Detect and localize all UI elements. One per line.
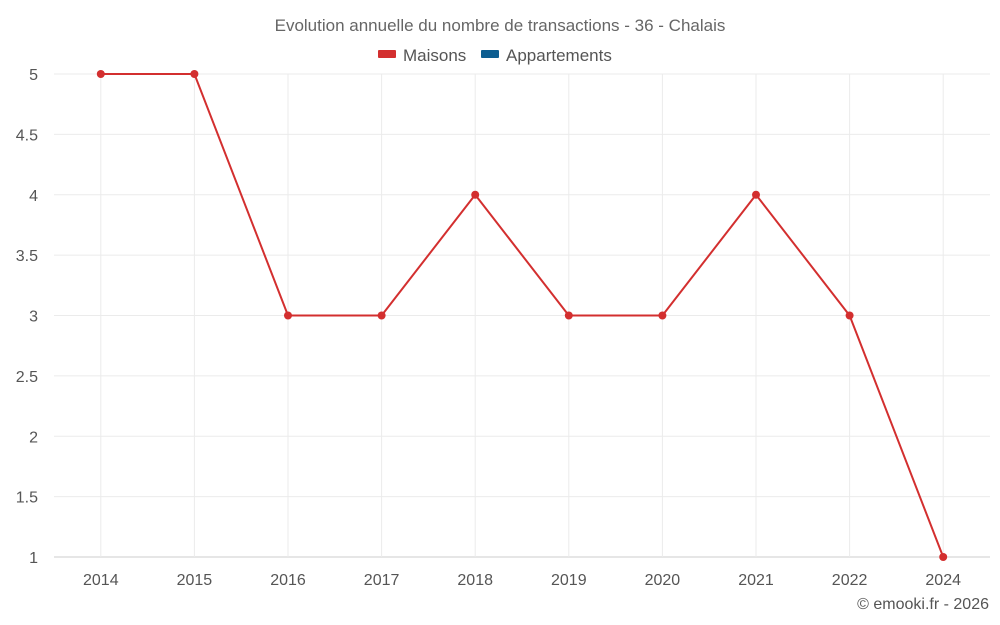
y-tick-label: 4.5 <box>16 127 38 144</box>
x-tick-label: 2024 <box>925 572 961 589</box>
x-tick-label: 2022 <box>832 572 868 589</box>
x-tick-label: 2015 <box>177 572 213 589</box>
data-point[interactable] <box>377 311 386 320</box>
data-point[interactable] <box>284 311 292 320</box>
y-tick-label: 1 <box>29 550 38 567</box>
legend-swatch-appartements <box>481 50 499 58</box>
y-axis: 1 1.5 2 2.5 3 3.5 4 4.5 5 <box>16 67 38 567</box>
legend-item-maisons[interactable]: Maisons <box>378 46 466 65</box>
x-tick-label: 2014 <box>83 572 119 589</box>
y-tick-label: 2 <box>29 429 38 446</box>
legend-label-appartements: Appartements <box>506 46 612 65</box>
data-point[interactable] <box>471 190 480 199</box>
data-point[interactable] <box>190 70 199 78</box>
data-point[interactable] <box>564 311 573 320</box>
data-point[interactable] <box>96 70 105 78</box>
y-tick-label: 3.5 <box>16 248 38 265</box>
x-axis: 2014 2015 2016 2017 2018 2019 2020 2021 2022 2024 <box>83 572 961 589</box>
x-tick-label: 2016 <box>270 572 306 589</box>
x-tick-label: 2020 <box>645 572 681 589</box>
x-tick-label: 2021 <box>738 572 774 589</box>
y-tick-label: 2.5 <box>16 369 38 386</box>
legend-label-maisons: Maisons <box>403 46 466 65</box>
y-tick-label: 3 <box>29 309 38 326</box>
series-line-maisons <box>100 73 945 558</box>
credit-text: © emooki.fr - 2026 <box>857 596 989 613</box>
data-point[interactable] <box>658 311 667 320</box>
x-tick-label: 2017 <box>364 572 400 589</box>
series-maisons <box>96 70 948 561</box>
chart-title: Evolution annuelle du nombre de transact… <box>275 16 726 35</box>
data-point[interactable] <box>939 553 948 561</box>
x-tick-label: 2018 <box>457 572 493 589</box>
legend-swatch-maisons <box>378 50 396 58</box>
data-point[interactable] <box>845 311 854 320</box>
x-tick-label: 2019 <box>551 572 587 589</box>
legend-item-appartements[interactable]: Appartements <box>481 46 612 65</box>
legend: Maisons Appartements <box>378 46 612 65</box>
y-tick-label: 4 <box>29 188 38 205</box>
y-tick-label: 1.5 <box>16 490 38 507</box>
data-point[interactable] <box>752 190 760 199</box>
y-tick-label: 5 <box>29 67 38 84</box>
